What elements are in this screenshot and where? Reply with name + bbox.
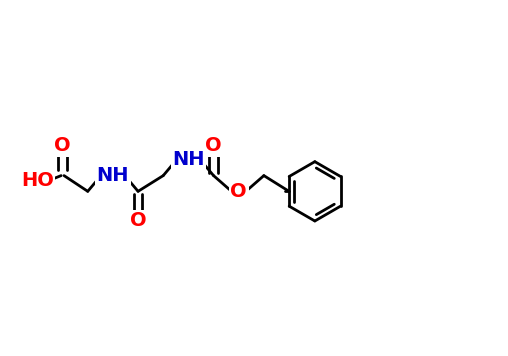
Text: HO: HO [21,171,54,190]
Text: O: O [231,182,247,201]
Text: O: O [205,136,222,156]
Text: NH: NH [97,166,129,185]
Text: O: O [54,136,71,156]
Text: NH: NH [172,150,205,169]
Text: O: O [130,211,146,230]
